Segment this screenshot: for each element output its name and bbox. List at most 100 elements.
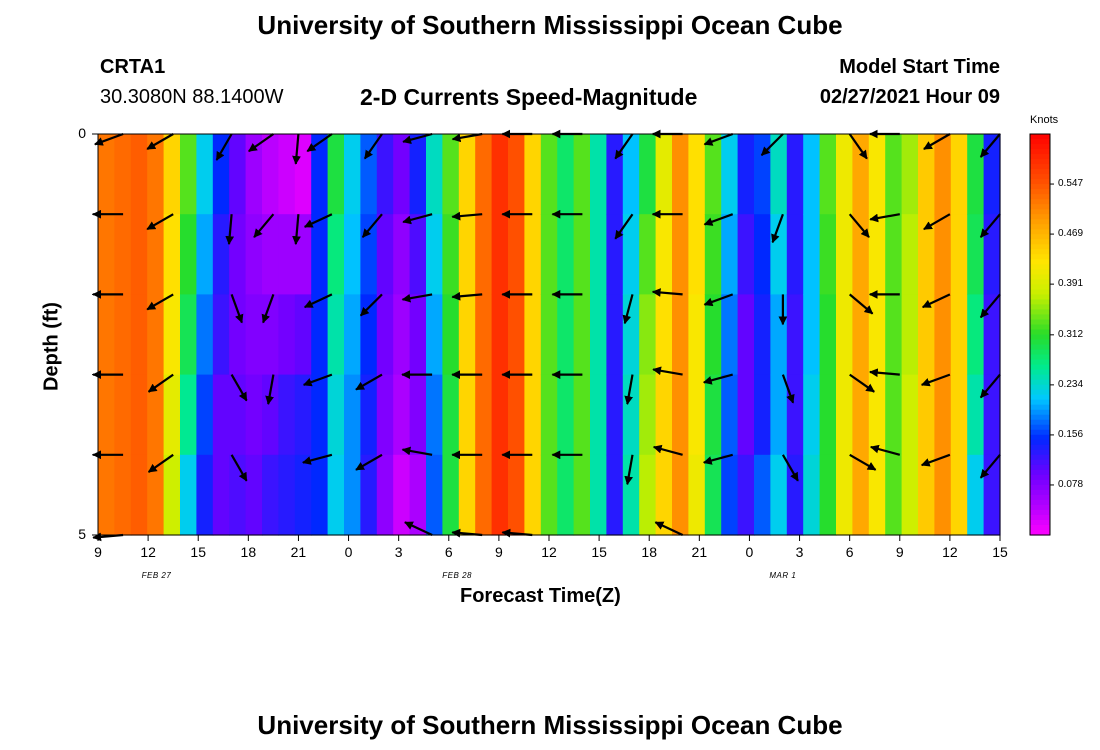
heatmap-cell [950, 134, 968, 215]
heatmap-cell [458, 134, 476, 215]
heatmap-cell [491, 134, 509, 215]
colorbar-segment [1030, 224, 1050, 230]
date-label: FEB 27 [141, 571, 172, 580]
heatmap-cell [885, 294, 903, 376]
colorbar-segment [1030, 319, 1050, 326]
heatmap-cell [688, 214, 706, 295]
heatmap-cell [376, 134, 394, 215]
colorbar-segment [1030, 274, 1050, 280]
heatmap-cell [754, 454, 771, 536]
page-title: University of Southern Mississippi Ocean… [257, 10, 843, 40]
heatmap-cell [409, 374, 427, 456]
heatmap-cell [262, 374, 279, 456]
heatmap-cell [426, 214, 443, 295]
heatmap-cell [294, 134, 312, 215]
heatmap-cell [672, 214, 689, 295]
colorbar-tick-label: 0.156 [1058, 428, 1084, 440]
current-vector [230, 374, 248, 402]
current-vector [622, 294, 634, 325]
heatmap-cell [245, 294, 263, 376]
current-vector [359, 293, 383, 317]
colorbar-segment [1030, 519, 1050, 526]
heatmap-cell [294, 454, 312, 536]
heatmap-cell [393, 214, 411, 295]
colorbar [1029, 133, 1054, 536]
heatmap-cell [245, 454, 263, 536]
heatmap-cell [721, 134, 739, 215]
heatmap-cell [606, 454, 624, 536]
heatmap-cell [426, 454, 443, 536]
current-vector [302, 453, 333, 465]
heatmap-cell [442, 454, 460, 536]
heatmap-cell [934, 374, 952, 456]
colorbar-segment [1030, 259, 1050, 265]
heatmap-cell [344, 294, 361, 376]
heatmap-cell [639, 214, 657, 295]
current-vector [253, 213, 275, 238]
heatmap-cell [885, 214, 903, 295]
colorbar-segment [1030, 254, 1050, 260]
heatmap-cell [393, 294, 411, 376]
heatmap-cell [327, 134, 345, 215]
heatmap-cell [737, 214, 755, 295]
heatmap-cell [196, 214, 214, 295]
current-vector [920, 453, 951, 467]
heatmap-cell [573, 134, 591, 215]
current-vector [451, 211, 483, 221]
heatmap-cell [294, 374, 312, 456]
current-vector [230, 454, 248, 482]
current-vector [849, 373, 875, 393]
colorbar-segment [1030, 449, 1050, 456]
colorbar-segment [1030, 159, 1050, 165]
heatmap-cell [885, 374, 903, 456]
current-vector [401, 293, 433, 303]
heatmap-cell [475, 134, 493, 215]
heatmap-cell [819, 134, 837, 215]
colorbar-segment [1030, 334, 1050, 341]
heatmap-cell [606, 214, 624, 295]
heatmap-cell [918, 134, 935, 215]
current-vector [230, 294, 244, 324]
heatmap-cell [311, 374, 329, 456]
heatmap-cell [737, 294, 755, 376]
current-vector [849, 453, 877, 471]
current-vector [979, 213, 1001, 238]
current-vector [225, 214, 235, 245]
heatmap-cell [721, 214, 739, 295]
heatmap-cell [262, 214, 279, 295]
heatmap-cell [950, 454, 968, 536]
heatmap-cell [852, 374, 870, 456]
heatmap-cell [885, 134, 903, 215]
colorbar-segment [1030, 489, 1050, 496]
current-vector [848, 213, 870, 238]
colorbar-tick-label: 0.469 [1058, 228, 1084, 240]
heatmap-cell [130, 294, 148, 376]
heatmap-cell [508, 294, 525, 376]
heatmap-cell [770, 134, 788, 215]
colorbar-segment [1030, 434, 1050, 441]
heatmap-cell [557, 134, 575, 215]
heatmap-cell [655, 134, 673, 215]
heatmap-cell [737, 374, 755, 456]
heatmap-cell [819, 454, 837, 536]
colorbar-segment [1030, 339, 1050, 346]
heatmap-cell [754, 294, 771, 376]
heatmap-cell [130, 374, 148, 456]
x-tick-label: 9 [494, 544, 503, 560]
heatmap-cell [983, 454, 1001, 536]
plot-axes [92, 133, 1001, 541]
colorbar-segment [1030, 439, 1050, 446]
heatmap-cell [803, 294, 821, 376]
colorbar-segment [1030, 199, 1050, 205]
heatmap-cell [573, 294, 591, 376]
x-tick-label: 21 [691, 544, 708, 560]
colorbar-segment [1030, 269, 1050, 275]
current-vector [923, 213, 951, 231]
current-vector [146, 293, 174, 311]
x-tick-label: 6 [444, 544, 453, 560]
heatmap-cell [704, 134, 722, 215]
heatmap-cell [426, 134, 443, 215]
colorbar-segment [1030, 389, 1050, 396]
heatmap-cell [540, 374, 558, 456]
current-vector [402, 132, 433, 144]
